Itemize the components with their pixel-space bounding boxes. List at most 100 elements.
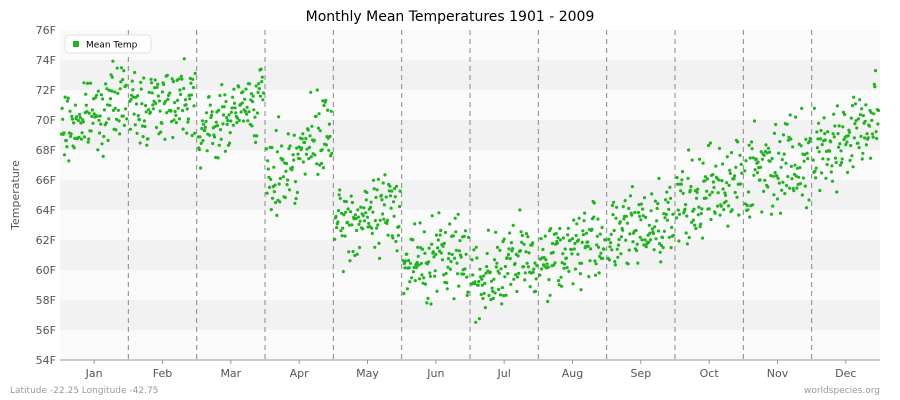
data-point [543, 234, 547, 238]
data-point [665, 218, 670, 222]
band-7 [60, 120, 880, 150]
data-point [676, 208, 680, 212]
data-point [169, 109, 173, 113]
data-point [132, 112, 136, 116]
data-point [231, 123, 235, 127]
data-point [394, 184, 399, 188]
data-point [523, 271, 527, 275]
data-point [873, 85, 877, 89]
data-point [124, 83, 128, 87]
data-point [798, 166, 802, 170]
data-point [610, 248, 614, 252]
data-point [188, 76, 192, 80]
data-point [725, 181, 729, 185]
data-point [873, 69, 878, 73]
data-point [328, 134, 332, 139]
data-point [548, 293, 552, 297]
data-point [141, 135, 145, 139]
data-point [789, 164, 794, 168]
data-point [797, 175, 801, 179]
data-point [768, 159, 772, 163]
x-tick-label: Dec [835, 367, 856, 380]
data-point [494, 230, 498, 234]
data-point [763, 178, 767, 182]
data-point [649, 209, 653, 213]
data-point [608, 245, 612, 249]
data-point [796, 182, 800, 187]
data-point [597, 271, 601, 275]
data-point [506, 272, 510, 276]
data-point [788, 113, 792, 117]
data-point [639, 218, 643, 222]
data-point [849, 116, 853, 120]
data-point [259, 67, 263, 71]
data-point [677, 239, 681, 243]
data-point [312, 138, 316, 142]
data-point [771, 174, 775, 178]
data-point [202, 122, 206, 126]
data-point [228, 131, 232, 135]
data-point [477, 279, 481, 284]
data-point [611, 213, 615, 217]
data-point [404, 259, 408, 263]
data-point [218, 128, 223, 132]
data-point [854, 119, 858, 123]
data-point [531, 270, 535, 274]
data-point [839, 149, 843, 153]
data-point [101, 97, 105, 101]
data-point [863, 136, 867, 140]
data-point [446, 257, 451, 261]
data-point [397, 225, 401, 229]
data-point [416, 254, 420, 258]
data-point [876, 108, 881, 113]
data-point [614, 216, 618, 220]
data-point [864, 103, 868, 107]
data-point [265, 191, 269, 195]
data-point [293, 201, 297, 205]
data-point [362, 219, 367, 223]
data-point [287, 188, 292, 192]
data-point [477, 317, 481, 321]
data-point [104, 82, 108, 86]
data-point [142, 119, 146, 123]
data-point [550, 241, 555, 246]
data-point [861, 151, 865, 155]
data-point [178, 88, 182, 92]
data-point [524, 232, 529, 236]
data-point [756, 160, 760, 164]
data-point [655, 206, 659, 211]
data-point [208, 103, 212, 107]
data-point [254, 84, 258, 88]
data-point [298, 157, 302, 161]
data-point [508, 231, 512, 235]
data-point [495, 245, 500, 249]
data-point [517, 271, 521, 275]
data-point [339, 211, 344, 215]
data-point [295, 190, 299, 195]
data-point [156, 94, 160, 98]
data-point [158, 109, 162, 113]
data-point [807, 198, 811, 202]
data-point [609, 232, 613, 236]
data-point [82, 81, 86, 85]
data-point [232, 101, 237, 105]
data-point [677, 212, 682, 216]
data-point [680, 170, 685, 174]
data-point [136, 114, 140, 118]
data-point [351, 249, 355, 254]
data-point [577, 216, 581, 220]
data-point [848, 158, 852, 162]
data-point [870, 118, 874, 122]
data-point [124, 107, 128, 111]
data-point [430, 214, 434, 218]
data-point [228, 141, 232, 145]
data-point [90, 114, 94, 118]
data-point [520, 240, 524, 244]
data-point [437, 211, 441, 215]
data-point [696, 213, 700, 217]
data-point [532, 267, 536, 271]
data-point [275, 213, 279, 217]
data-point [243, 109, 247, 114]
data-point [232, 87, 236, 91]
data-point [801, 176, 806, 180]
